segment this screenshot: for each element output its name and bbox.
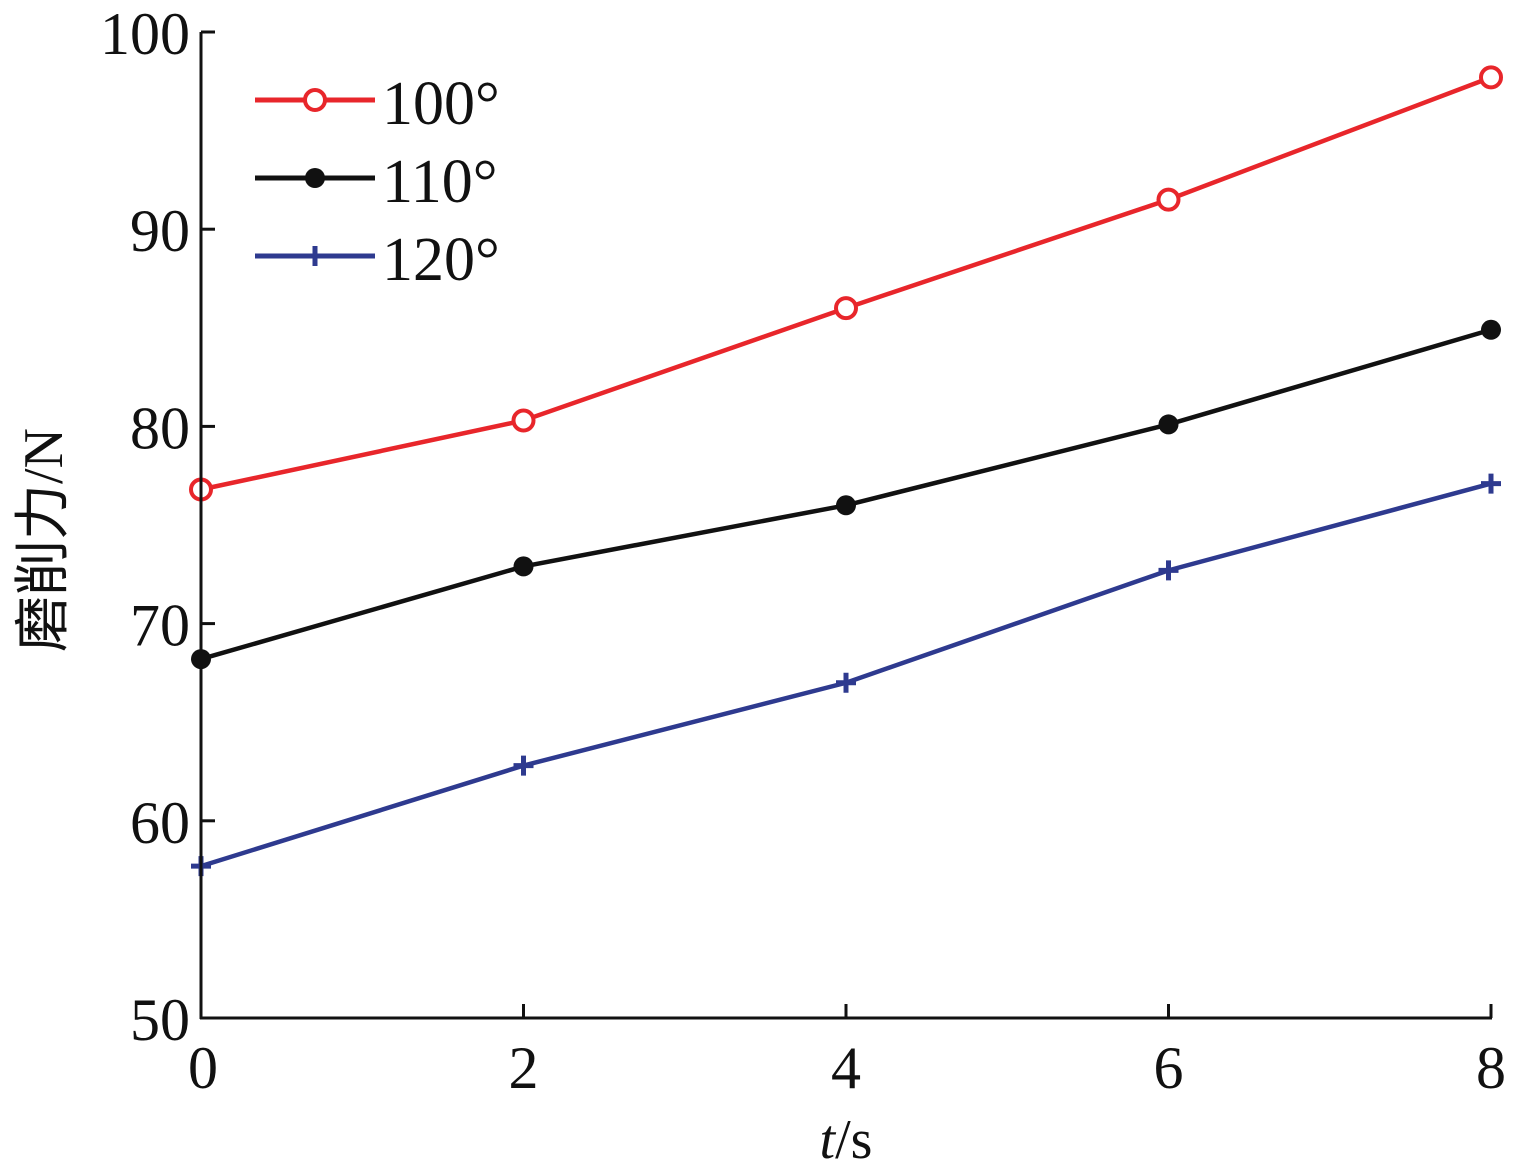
legend-marker: [305, 168, 325, 188]
series-0: [189, 65, 1503, 502]
legend-label: 100°: [382, 70, 500, 138]
data-point: [1479, 65, 1503, 90]
y-tick-label: 90: [130, 198, 190, 264]
legend: 100° 110° 120°: [255, 70, 500, 294]
series-2: [191, 473, 1501, 877]
legend-entry: 100°: [255, 70, 500, 138]
x-axis-label: t/s: [820, 1109, 873, 1168]
data-point: [1481, 319, 1501, 340]
data-point: [513, 755, 534, 776]
series-1: [191, 319, 1501, 670]
data-point: [513, 556, 534, 577]
data-point: [1158, 560, 1179, 581]
data-point: [511, 408, 536, 433]
data-point: [1156, 187, 1181, 212]
legend-entry: 110°: [255, 148, 498, 216]
data-point: [834, 296, 858, 321]
y-axis-label: 磨削力/N: [13, 428, 75, 652]
legend-entry: 120°: [255, 226, 500, 294]
data-point: [836, 672, 856, 693]
x-tick-label: 8: [1476, 1035, 1506, 1101]
y-tick-label: 70: [130, 593, 190, 659]
x-tick-label: 2: [509, 1035, 539, 1101]
x-tick-label: 4: [831, 1035, 861, 1101]
x-tick-label: 6: [1154, 1035, 1184, 1101]
legend-label: 120°: [382, 226, 500, 294]
data-point: [836, 495, 856, 516]
y-tick-label: 80: [130, 395, 190, 461]
series-line: [200, 327, 1492, 662]
legend-marker: [303, 88, 327, 112]
data-point: [1158, 414, 1179, 435]
x-tick-label: 0: [188, 1035, 218, 1101]
legend-label: 110°: [382, 148, 498, 216]
y-tick-label: 50: [130, 987, 190, 1053]
legend-marker: [305, 246, 325, 266]
y-tick-label: 60: [130, 790, 190, 856]
data-point: [1481, 473, 1501, 494]
y-tick-label: 100: [100, 1, 190, 67]
